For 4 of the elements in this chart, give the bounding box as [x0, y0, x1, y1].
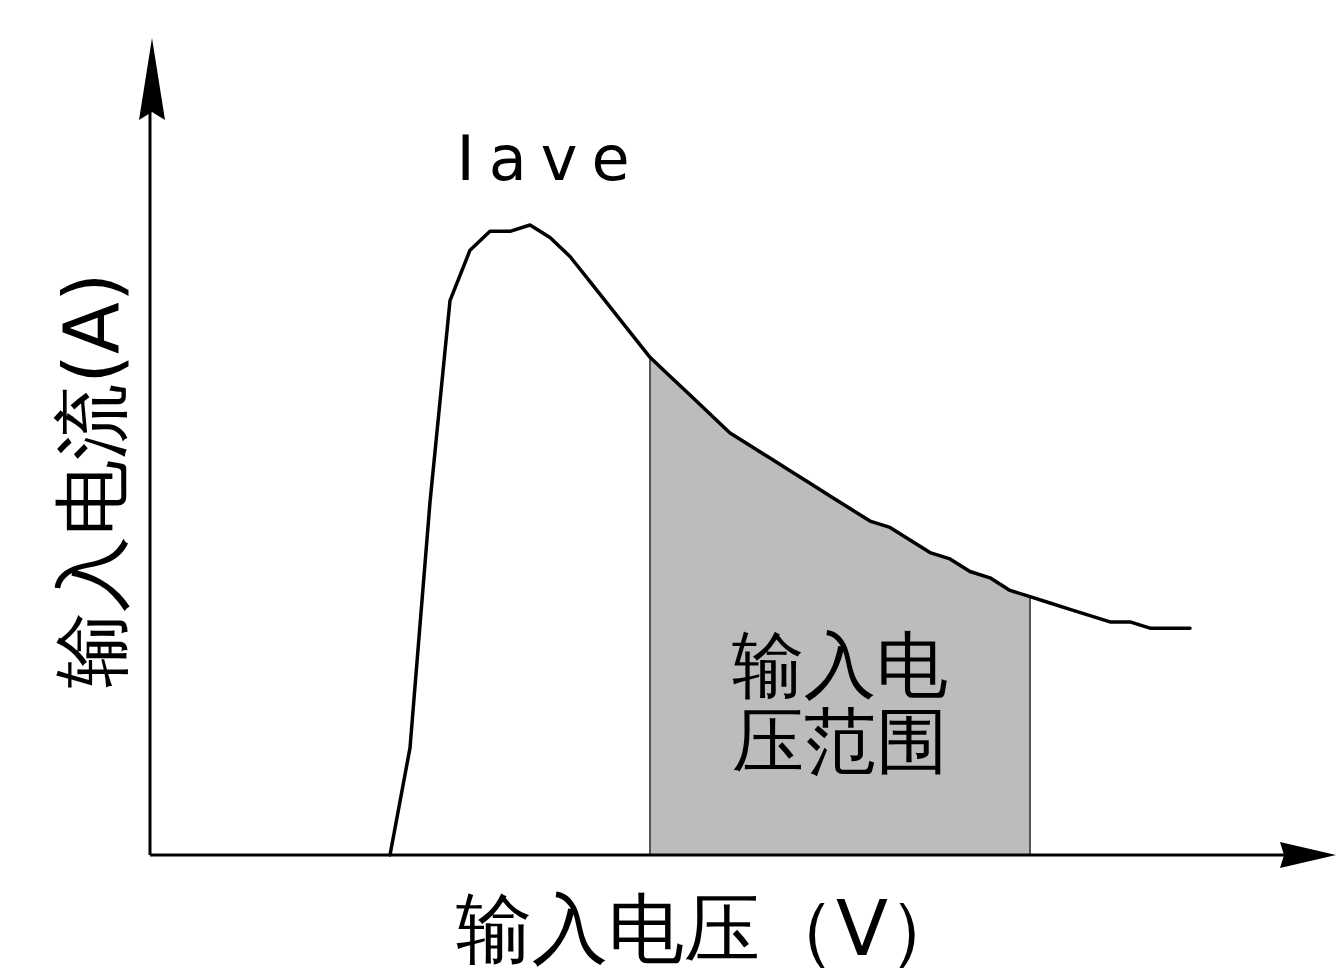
annotation: 输入电压范围 — [732, 623, 948, 783]
x-axis-title: 输入电压（V） — [456, 884, 964, 969]
y-axis-title: 输入电流(A) — [47, 272, 136, 688]
text: Iave — [456, 122, 644, 195]
